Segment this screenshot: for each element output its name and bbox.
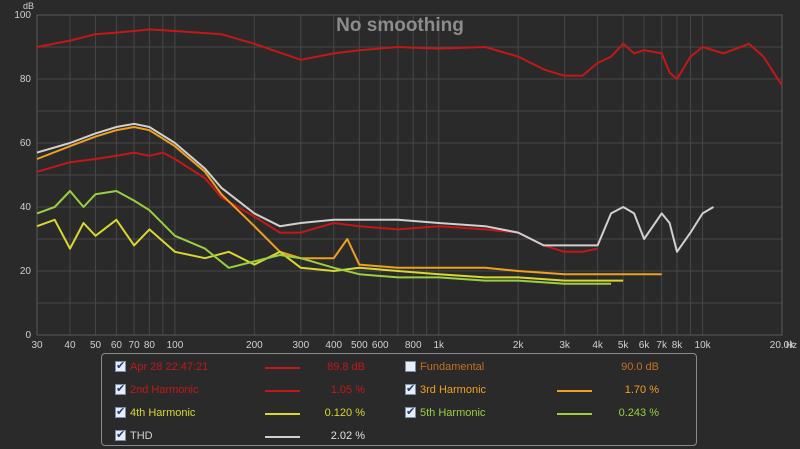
- x-tick-label: 30: [31, 340, 43, 351]
- legend-checkbox-thd[interactable]: [115, 428, 126, 441]
- legend-label: Apr 28 22:47:21: [130, 361, 209, 373]
- legend-checkbox-2nd-harmonic[interactable]: [115, 382, 126, 395]
- legend-label: THD: [130, 430, 153, 442]
- legend-value: 0.120 %: [324, 407, 365, 419]
- legend-item-3rd-harmonic: 3rd Harmonic 1.70 %: [102, 382, 692, 398]
- x-tick-label: 100: [167, 340, 184, 351]
- x-tick-label: 40: [64, 340, 76, 351]
- y-tick-label: 0: [25, 330, 31, 341]
- legend-value: 0.243 %: [618, 407, 659, 419]
- grid: [36, 14, 783, 336]
- x-axis-ticks: 30 40 50 60 70 80 100 200 300 400 500 600 800 1k 2k 3k 4…: [31, 340, 795, 351]
- x-tick-label: 10k: [695, 340, 712, 351]
- legend-checkbox-5th-harmonic[interactable]: [405, 405, 416, 418]
- x-tick-label: 80: [144, 340, 156, 351]
- x-tick-label: 7k: [656, 340, 668, 351]
- legend-item-4th-harmonic: 4th Harmonic 0.120 %: [102, 405, 692, 421]
- x-tick-label: 800: [405, 340, 422, 351]
- x-tick-label: 8k: [672, 340, 684, 351]
- x-tick-label: 400: [325, 340, 342, 351]
- legend-label: 5th Harmonic: [420, 407, 486, 419]
- x-tick-label: 600: [372, 340, 389, 351]
- x-tick-label: 60: [111, 340, 123, 351]
- legend-swatch: [265, 413, 300, 415]
- x-axis-label: Hz: [786, 340, 797, 350]
- y-tick-label: 40: [20, 202, 32, 213]
- legend: Apr 28 22:47:21 89.8 dB Fundamental 90.0 dB…: [101, 353, 697, 446]
- legend-label: 3rd Harmonic: [420, 384, 487, 396]
- legend-value: 2.02 %: [330, 430, 365, 442]
- chart-title: No smoothing: [336, 15, 464, 36]
- x-tick-label: 300: [292, 340, 309, 351]
- x-tick-label: 2k: [513, 340, 525, 351]
- y-tick-label: 100: [14, 10, 31, 21]
- y-tick-label: 80: [20, 74, 32, 85]
- legend-swatch: [557, 390, 592, 392]
- legend-label: 2nd Harmonic: [130, 384, 199, 396]
- series-lines: [36, 28, 783, 285]
- series-line-5th-harmonic: [36, 190, 612, 285]
- legend-value: 90.0 dB: [621, 361, 659, 373]
- legend-item-thd: THD 2.02 %: [102, 428, 692, 444]
- x-tick-label: 200: [246, 340, 263, 351]
- x-tick-label: 6k: [639, 340, 651, 351]
- legend-value: 1.05 %: [330, 384, 365, 396]
- legend-item-5th-harmonic: 5th Harmonic 0.243 %: [102, 405, 692, 421]
- legend-checkbox-3rd-harmonic[interactable]: [405, 382, 416, 395]
- series-line-thd: [36, 122, 715, 253]
- x-tick-label: 20.0k: [770, 340, 795, 351]
- series-line-4th-harmonic: [36, 218, 624, 282]
- x-tick-label: 70: [129, 340, 141, 351]
- legend-checkbox-4th-harmonic[interactable]: [115, 405, 126, 418]
- legend-swatch: [265, 436, 300, 438]
- legend-label: Fundamental: [420, 361, 485, 373]
- legend-label: 4th Harmonic: [130, 407, 196, 419]
- legend-item-2nd-harmonic: 2nd Harmonic 1.05 %: [102, 382, 692, 398]
- legend-item-fundamental: Fundamental 90.0 dB: [102, 361, 692, 375]
- legend-item-apr-28-22-47-21: Apr 28 22:47:21 89.8 dB: [102, 359, 692, 375]
- legend-swatch: [557, 413, 592, 415]
- y-axis-label: dB: [23, 1, 34, 11]
- legend-swatch: [265, 390, 300, 392]
- legend-swatch: [265, 367, 300, 369]
- legend-value: 89.8 dB: [327, 361, 365, 373]
- y-axis-ticks: 0 20 40 60 80 100: [14, 10, 31, 341]
- x-tick-label: 5k: [618, 340, 630, 351]
- x-tick-label: 4k: [592, 340, 604, 351]
- legend-value: 1.70 %: [624, 384, 659, 396]
- legend-checkbox-apr-28-22-47-21[interactable]: [115, 359, 126, 372]
- x-tick-label: 1k: [433, 340, 445, 351]
- x-tick-label: 50: [90, 340, 102, 351]
- y-tick-label: 20: [20, 266, 32, 277]
- plot-frame: [36, 14, 783, 336]
- series-line-apr-28-22-47-21: [36, 28, 783, 86]
- legend-checkbox-fundamental[interactable]: [405, 361, 416, 372]
- x-tick-label: 500: [351, 340, 368, 351]
- x-tick-label: 3k: [559, 340, 571, 351]
- y-tick-label: 60: [20, 138, 32, 149]
